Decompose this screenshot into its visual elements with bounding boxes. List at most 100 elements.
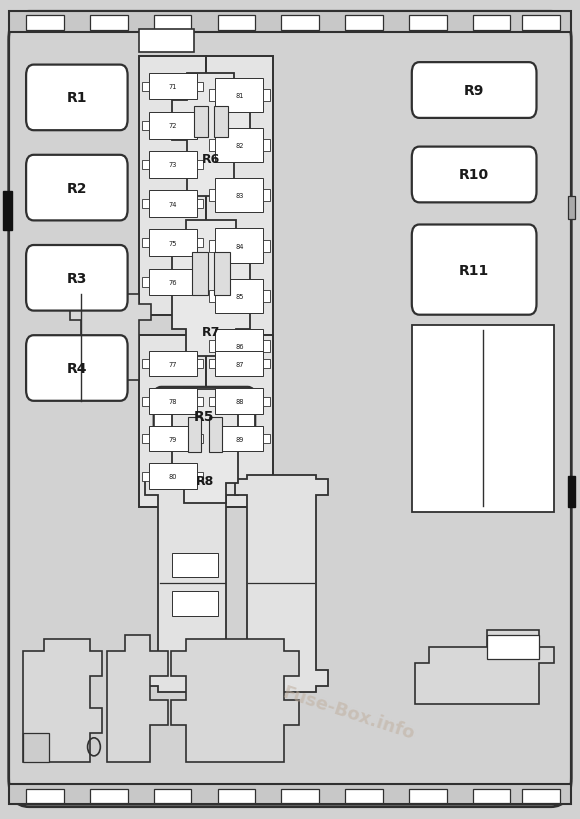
Bar (172, 591, 218, 616)
Bar (209, 291, 215, 303)
Bar (197, 435, 203, 444)
Polygon shape (235, 475, 328, 692)
Bar (142, 239, 148, 248)
FancyBboxPatch shape (26, 336, 128, 401)
Bar (148, 152, 197, 179)
Text: 86: 86 (235, 344, 244, 350)
Text: 82: 82 (235, 143, 244, 149)
Bar (197, 360, 203, 369)
Bar (154, 16, 191, 31)
Bar (522, 789, 560, 803)
Bar (412, 325, 554, 512)
Bar (209, 435, 215, 444)
Bar (281, 16, 319, 31)
FancyBboxPatch shape (26, 156, 128, 221)
Polygon shape (171, 639, 299, 762)
Bar (26, 16, 64, 31)
Bar (206, 336, 273, 508)
Bar (142, 200, 148, 209)
Bar (209, 140, 215, 152)
FancyBboxPatch shape (26, 246, 128, 311)
Bar (209, 190, 215, 202)
Bar (194, 106, 208, 138)
Bar (197, 472, 203, 481)
Bar (148, 113, 197, 139)
Polygon shape (172, 221, 250, 356)
Bar (142, 360, 148, 369)
Bar (197, 397, 203, 406)
Bar (568, 197, 575, 219)
Bar (281, 789, 319, 803)
Bar (197, 239, 203, 248)
Bar (26, 789, 64, 803)
Text: 84: 84 (235, 243, 244, 249)
FancyBboxPatch shape (26, 66, 128, 131)
Polygon shape (107, 635, 168, 762)
Bar (263, 90, 270, 102)
FancyBboxPatch shape (412, 63, 536, 119)
Bar (90, 789, 128, 803)
Text: Fuse-Box.info: Fuse-Box.info (280, 683, 416, 742)
Text: 89: 89 (235, 436, 244, 442)
Bar (197, 121, 203, 131)
Bar (148, 464, 197, 489)
Text: R2: R2 (67, 181, 87, 196)
Bar (522, 16, 560, 31)
Bar (473, 16, 510, 31)
Bar (3, 192, 12, 231)
Bar (263, 291, 270, 303)
Text: 73: 73 (168, 162, 177, 168)
Text: 78: 78 (168, 399, 177, 405)
Bar (139, 336, 206, 508)
Bar (139, 57, 206, 315)
Bar (154, 789, 191, 803)
Text: 71: 71 (168, 84, 177, 90)
Text: R4: R4 (67, 361, 87, 376)
Text: 87: 87 (235, 361, 244, 367)
Bar (172, 553, 218, 577)
Polygon shape (415, 631, 554, 704)
Text: R10: R10 (459, 168, 489, 183)
Bar (23, 733, 49, 762)
Bar (209, 418, 222, 452)
Bar (263, 435, 270, 444)
Bar (215, 129, 263, 163)
Bar (142, 435, 148, 444)
Text: R8: R8 (196, 474, 214, 487)
Text: R7: R7 (202, 325, 220, 338)
Bar (197, 83, 203, 92)
Bar (345, 16, 383, 31)
Bar (263, 397, 270, 406)
Text: R3: R3 (67, 271, 87, 286)
Bar (90, 16, 128, 31)
Bar (263, 360, 270, 369)
Bar (142, 278, 148, 287)
Text: R11: R11 (459, 263, 490, 278)
Bar (215, 179, 263, 213)
Bar (197, 200, 203, 209)
Bar (214, 106, 228, 138)
Bar (215, 351, 263, 377)
Polygon shape (172, 389, 238, 504)
Bar (148, 426, 197, 452)
Bar (209, 341, 215, 353)
Text: 85: 85 (235, 293, 244, 300)
Bar (142, 83, 148, 92)
Bar (148, 230, 197, 256)
Bar (197, 278, 203, 287)
FancyBboxPatch shape (412, 225, 536, 315)
Bar (206, 57, 273, 389)
Bar (142, 472, 148, 481)
Bar (197, 161, 203, 170)
Bar (148, 351, 197, 377)
Bar (142, 397, 148, 406)
Text: 77: 77 (168, 361, 177, 367)
Bar (263, 190, 270, 202)
Text: 88: 88 (235, 399, 244, 405)
Bar (409, 16, 447, 31)
Bar (215, 79, 263, 112)
Text: 81: 81 (235, 93, 244, 98)
Bar (209, 360, 215, 369)
Bar (148, 191, 197, 218)
Text: R1: R1 (67, 91, 87, 106)
